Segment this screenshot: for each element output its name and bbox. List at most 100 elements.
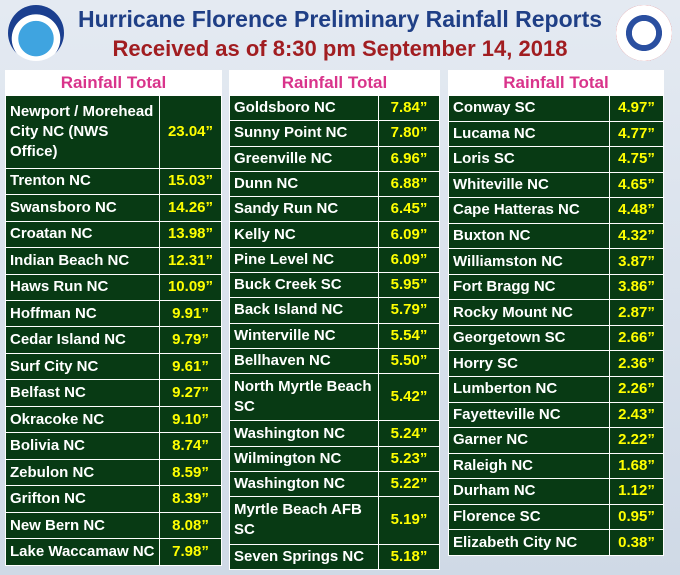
data-row: Lake Waccamaw NC 7.98” <box>5 538 222 566</box>
rainfall: 2.26” <box>609 376 664 403</box>
location: Whiteville NC <box>448 171 610 199</box>
rainfall: 5.95” <box>378 271 440 299</box>
data-row: Lumberton NC 2.26” <box>448 376 664 403</box>
location: Pine Level NC <box>229 246 379 273</box>
location: Conway SC <box>448 95 610 122</box>
location: Garner NC <box>448 427 610 454</box>
data-row: Swansboro NC 14.26” <box>5 194 222 222</box>
data-row: Georgetown SC 2.66” <box>448 324 664 352</box>
column-header: Rainfall Total <box>5 70 222 96</box>
rainfall: 5.50” <box>378 347 440 375</box>
rainfall: 1.68” <box>609 452 664 480</box>
rainfall: 15.03” <box>159 167 222 196</box>
location: Washington NC <box>229 420 379 447</box>
rainfall: 5.22” <box>378 470 440 498</box>
data-row: Washington NC 5.24” <box>229 420 440 447</box>
data-row: Elizabeth City NC 0.38” <box>448 529 664 556</box>
data-row: Okracoke NC 9.10” <box>5 405 222 434</box>
location: Swansboro NC <box>5 194 160 222</box>
rainfall: 6.88” <box>378 170 440 198</box>
data-row: Grifton NC 8.39” <box>5 485 222 513</box>
data-row: Haws Run NC 10.09” <box>5 273 222 301</box>
data-row: Garner NC 2.22” <box>448 427 664 454</box>
rainfall: 8.74” <box>159 432 222 460</box>
data-row: Indian Beach NC 12.31” <box>5 247 222 275</box>
data-row: Florence SC 0.95” <box>448 503 664 531</box>
rainfall: 8.08” <box>159 511 222 540</box>
data-row: Surf City NC 9.61” <box>5 352 222 381</box>
data-row: Hoffman NC 9.91” <box>5 299 222 328</box>
rainfall: 2.87” <box>609 299 664 326</box>
rainfall: 9.61” <box>159 352 222 381</box>
data-row: Horry SC 2.36” <box>448 350 664 378</box>
data-row: Greenville NC 6.96” <box>229 145 440 172</box>
data-row: Conway SC 4.97” <box>448 95 664 122</box>
location: Indian Beach NC <box>5 247 160 275</box>
nws-logo <box>616 5 672 61</box>
location: Cape Hatteras NC <box>448 197 610 224</box>
rainfall: 9.27” <box>159 379 222 407</box>
data-row: Bellhaven NC 5.50” <box>229 347 440 375</box>
header-row: Rainfall Total <box>229 70 440 96</box>
rainfall: 2.36” <box>609 350 664 378</box>
data-row: Goldsboro NC 7.84” <box>229 94 440 122</box>
location: Bolivia NC <box>5 432 160 460</box>
data-row: Seven Springs NC 5.18” <box>229 543 440 570</box>
location: Horry SC <box>448 350 610 378</box>
location: Buck Creek SC <box>229 271 379 299</box>
location: Okracoke NC <box>5 405 160 434</box>
data-row: Bolivia NC 8.74” <box>5 432 222 460</box>
location: Sunny Point NC <box>229 120 379 147</box>
rainfall: 0.38” <box>609 529 664 556</box>
rainfall: 5.18” <box>378 543 440 570</box>
noaa-logo <box>8 5 64 61</box>
rainfall: 2.22” <box>609 427 664 454</box>
rainfall: 14.26” <box>159 194 222 222</box>
rainfall: 3.86” <box>609 273 664 301</box>
location: Croatan NC <box>5 220 160 249</box>
rainfall: 3.87” <box>609 248 664 275</box>
rainfall: 4.48” <box>609 197 664 224</box>
location: Buxton NC <box>448 222 610 250</box>
rainfall: 0.95” <box>609 503 664 531</box>
location: Haws Run NC <box>5 273 160 301</box>
location: Georgetown SC <box>448 324 610 352</box>
data-row: Raleigh NC 1.68” <box>448 452 664 480</box>
data-row: New Bern NC 8.08” <box>5 511 222 540</box>
location: Bellhaven NC <box>229 347 379 375</box>
rainfall: 9.79” <box>159 326 222 354</box>
location: Surf City NC <box>5 352 160 381</box>
location: Wilmington NC <box>229 445 379 472</box>
location: Back Island NC <box>229 297 379 324</box>
header-row: Rainfall Total <box>448 70 664 96</box>
data-row: Loris SC 4.75” <box>448 146 664 173</box>
rainfall: 5.19” <box>378 496 440 545</box>
rainfall: 5.42” <box>378 373 440 422</box>
rainfall-table: Rainfall Total Newport / Morehead City NC… <box>5 70 222 566</box>
location: New Bern NC <box>5 511 160 540</box>
data-row: Fayetteville NC 2.43” <box>448 401 664 429</box>
data-row: Durham NC 1.12” <box>448 478 664 505</box>
rainfall: 5.24” <box>378 420 440 447</box>
data-row: Rocky Mount NC 2.87” <box>448 299 664 326</box>
location: Elizabeth City NC <box>448 529 610 556</box>
data-row: Zebulon NC 8.59” <box>5 458 222 487</box>
data-row: Cape Hatteras NC 4.48” <box>448 197 664 224</box>
location: Kelly NC <box>229 221 379 248</box>
rainfall: 6.96” <box>378 145 440 172</box>
data-row: Winterville NC 5.54” <box>229 322 440 349</box>
data-row: Lucama NC 4.77” <box>448 120 664 148</box>
rainfall: 6.09” <box>378 221 440 248</box>
rainfall: 5.23” <box>378 445 440 472</box>
location: Lucama NC <box>448 120 610 148</box>
data-row: Kelly NC 6.09” <box>229 221 440 248</box>
rainfall: 8.39” <box>159 485 222 513</box>
rainfall: 5.54” <box>378 322 440 349</box>
location: Raleigh NC <box>448 452 610 480</box>
data-row: Buck Creek SC 5.95” <box>229 271 440 299</box>
location: Cedar Island NC <box>5 326 160 354</box>
location: Greenville NC <box>229 145 379 172</box>
data-row: Wilmington NC 5.23” <box>229 445 440 472</box>
rainfall: 7.84” <box>378 94 440 122</box>
rainfall: 9.10” <box>159 405 222 434</box>
